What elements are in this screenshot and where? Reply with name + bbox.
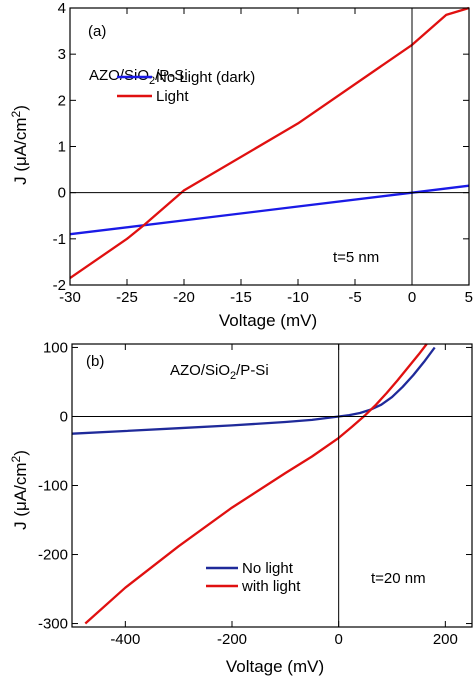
panel-b-series-layer — [71, 343, 436, 625]
panel-b-label: (b) — [86, 353, 104, 370]
legend-label-dark: No Light (dark) — [156, 69, 255, 86]
panel-b-thickness-annotation: t=20 nm — [371, 570, 426, 587]
y-tick-label: 3 — [58, 46, 66, 63]
x-tick-label: 0 — [334, 631, 342, 648]
x-tick-label: 200 — [433, 631, 458, 648]
panel-a-legend: No Light (dark) Light — [117, 69, 255, 105]
panel-b-ticks: -400 -200 0 200 -300 -200 -100 0 100 — [38, 339, 472, 648]
x-tick-label: -400 — [110, 631, 140, 648]
panel-b-zero-lines — [72, 344, 472, 627]
x-tick-label: 5 — [465, 289, 473, 306]
legend-label-with-light: with light — [241, 578, 301, 595]
legend-label-light: Light — [156, 88, 189, 105]
x-tick-label: -200 — [217, 631, 247, 648]
y-tick-label: -1 — [53, 231, 66, 248]
panel-b-y-axis-title: J (μA/cm2) — [9, 450, 30, 530]
panel-a-x-axis-title: Voltage (mV) — [219, 311, 317, 330]
series-line-dark — [71, 346, 436, 435]
y-tick-label: 0 — [60, 408, 68, 425]
series-line-light — [84, 343, 428, 625]
y-tick-label: 100 — [43, 339, 68, 356]
x-tick-label: -10 — [287, 289, 309, 306]
y-tick-label: -2 — [53, 277, 66, 294]
panel-b-x-axis-title: Voltage (mV) — [226, 657, 324, 676]
x-tick-label: -20 — [173, 289, 195, 306]
panel-a-thickness-annotation: t=5 nm — [333, 249, 379, 266]
y-tick-label: 0 — [58, 185, 66, 202]
x-tick-label: 0 — [408, 289, 416, 306]
panel-b: -400 -200 0 200 -300 -200 -100 0 100 (b) AZO/SiO… — [9, 339, 473, 676]
y-tick-label: -100 — [38, 478, 68, 495]
panel-a-series-layer — [69, 6, 470, 280]
x-tick-label: -30 — [59, 289, 81, 306]
series-line-light — [69, 6, 470, 280]
panel-b-sample-label: AZO/SiO2/P-Si — [170, 362, 269, 382]
x-tick-label: -15 — [230, 289, 252, 306]
y-tick-label: -300 — [38, 616, 68, 633]
panel-a-sample-label: AZO/SiO2/P-Si — [89, 67, 188, 87]
series-line-dark — [69, 184, 470, 236]
panel-a-y-axis-title: J (μA/cm2) — [9, 105, 30, 185]
y-tick-label: -200 — [38, 547, 68, 564]
panel-a-zero-lines — [70, 8, 469, 285]
legend-label-no-light: No light — [242, 560, 294, 577]
panel-a-label: (a) — [88, 23, 106, 40]
x-tick-label: -5 — [348, 289, 361, 306]
panel-a-plot-frame — [69, 7, 470, 286]
x-tick-label: -25 — [116, 289, 138, 306]
y-tick-label: 2 — [58, 92, 66, 109]
panel-b-legend: No light with light — [206, 560, 301, 595]
y-tick-label: 1 — [58, 139, 66, 156]
y-tick-label: 4 — [58, 0, 66, 17]
